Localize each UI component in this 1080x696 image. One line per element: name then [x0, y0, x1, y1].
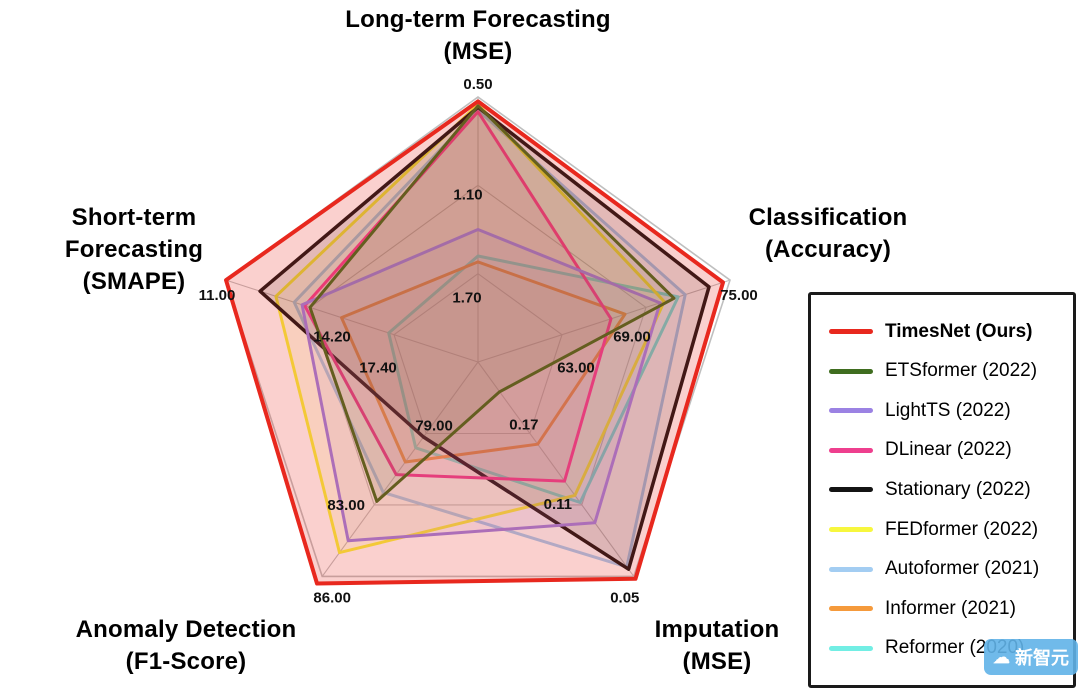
tick-label: 79.00 [415, 418, 453, 435]
legend-swatch [829, 645, 873, 651]
legend-swatch [829, 447, 873, 453]
legend-swatch [829, 566, 873, 572]
legend-swatch [829, 527, 873, 533]
tick-label: 0.17 [509, 417, 538, 434]
tick-label: 63.00 [557, 360, 595, 377]
legend-item: Stationary (2022) [829, 479, 1069, 501]
legend-item: TimesNet (Ours) [829, 321, 1069, 343]
axis-title-classification: Classification (Accuracy) [700, 202, 956, 266]
series-etsformer-2022- [308, 104, 676, 503]
tick-label: 17.40 [359, 360, 397, 377]
axis-title-text: Classification [748, 204, 908, 231]
axis-title-text: Short-term Forecasting [64, 204, 204, 263]
legend-swatch [829, 408, 873, 414]
axis-subtitle-text: (F1-Score) [125, 648, 247, 675]
watermark-text: 新智元 [1015, 648, 1069, 668]
legend-swatch [829, 487, 873, 493]
tick-label: 1.10 [453, 186, 482, 203]
tick-label: 69.00 [613, 328, 651, 345]
series-lightts-2022- [300, 228, 662, 543]
legend-item: Autoformer (2021) [829, 558, 1069, 580]
grid-spoke [477, 279, 731, 363]
legend: TimesNet (Ours) ETSformer (2022) LightTS (… [808, 292, 1076, 688]
legend-item: FEDformer (2022) [829, 519, 1069, 541]
legend-item: Informer (2021) [829, 598, 1069, 620]
legend-label: FEDformer (2022) [885, 518, 1039, 540]
axis-title-anomaly-detection: Anomaly Detection (F1-Score) [28, 614, 344, 678]
grid-spoke [477, 361, 635, 577]
legend-label: LightTS (2022) [885, 399, 1011, 421]
grid-spoke [225, 279, 479, 363]
grid-ring [393, 273, 563, 435]
axis-subtitle-text: (Accuracy) [764, 236, 892, 263]
tick-label: 11.00 [199, 287, 236, 304]
tick-label: 0.05 [610, 589, 639, 606]
legend-label: Informer (2021) [885, 597, 1016, 619]
axis-subtitle-text: (MSE) [682, 648, 752, 675]
tick-label: 75.00 [720, 287, 758, 304]
watermark-xinzhiyuan: ☁ 新智元 [984, 639, 1078, 675]
axis-title-text: Imputation [654, 616, 780, 643]
series-fedformer-2022- [274, 102, 666, 555]
tick-label: 0.11 [544, 496, 572, 513]
series-timesnet-ours- [224, 99, 725, 586]
axis-subtitle-text: (SMAPE) [82, 268, 186, 295]
legend-swatch [829, 329, 873, 335]
legend-label: Autoformer (2021) [885, 558, 1040, 580]
series-reformer-2020- [387, 254, 680, 504]
axis-title-text: Anomaly Detection [75, 616, 297, 643]
legend-swatch [829, 368, 873, 374]
axis-subtitle-text: (MSE) [443, 38, 513, 65]
axis-title-text: Long-term Forecasting [345, 6, 611, 33]
cloud-logo-icon: ☁ [993, 647, 1010, 667]
tick-label: 14.20 [313, 328, 351, 345]
legend-label: Stationary (2022) [885, 478, 1031, 500]
legend-label: TimesNet (Ours) [885, 320, 1033, 342]
legend-item: DLinear (2022) [829, 439, 1069, 461]
series-dlinear-2022- [303, 110, 613, 483]
legend-label: DLinear (2022) [885, 439, 1012, 461]
legend-label: ETSformer (2022) [885, 360, 1038, 382]
axis-title-short-term-forecasting: Short-term Forecasting (SMAPE) [0, 202, 268, 298]
tick-label: 1.70 [452, 290, 481, 307]
tick-label: 86.00 [313, 589, 351, 606]
tick-label: 0.50 [463, 76, 492, 93]
legend-item: LightTS (2022) [829, 400, 1069, 422]
tick-label: 83.00 [327, 497, 365, 514]
axis-title-long-term-forecasting: Long-term Forecasting (MSE) [253, 4, 703, 68]
legend-swatch [829, 606, 873, 612]
series-informer-2021- [340, 260, 627, 464]
axis-title-imputation: Imputation (MSE) [604, 614, 830, 678]
legend-item: ETSformer (2022) [829, 360, 1069, 382]
